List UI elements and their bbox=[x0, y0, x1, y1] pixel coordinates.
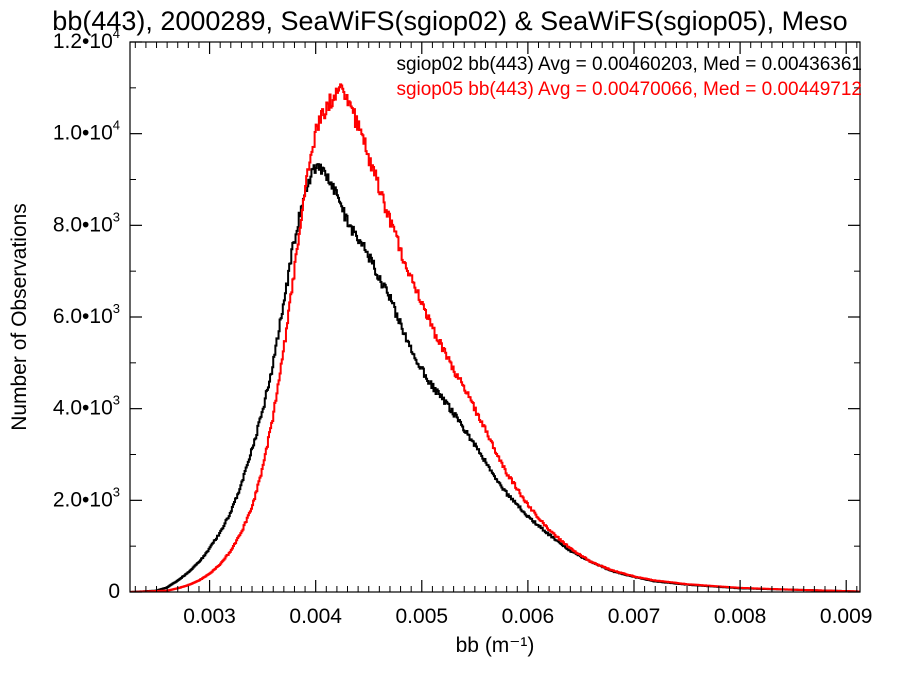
y-tick-label: 1.0•104 bbox=[53, 118, 120, 145]
x-tick-label: 0.006 bbox=[502, 605, 555, 628]
y-axis-ticks: 0 2.0•103 4.0•103 6.0•103 8.0•103 1.0•104 1.2•… bbox=[53, 26, 860, 603]
x-tick-label: 0.009 bbox=[820, 605, 873, 628]
x-tick-label: 0.003 bbox=[183, 605, 236, 628]
legend-entry-1: sgiop02 bb(443) Avg = 0.00460203, Med = … bbox=[396, 54, 862, 75]
y-tick-label: 2.0•103 bbox=[53, 484, 120, 511]
y-tick-label: 8.0•103 bbox=[53, 209, 120, 236]
y-tick-label: 0 bbox=[108, 580, 120, 603]
y-tick-label: 6.0•103 bbox=[53, 301, 120, 328]
legend-entry-2: sgiop05 bb(443) Avg = 0.00470066, Med = … bbox=[396, 79, 862, 100]
legend: sgiop02 bb(443) Avg = 0.00460203, Med = … bbox=[396, 54, 862, 100]
x-axis-ticks: 0.003 0.004 0.005 0.006 0.007 0.008 0.009 bbox=[134, 42, 873, 628]
x-tick-label: 0.004 bbox=[289, 605, 342, 628]
y-tick-label: 1.2•104 bbox=[53, 26, 120, 53]
x-tick-label: 0.008 bbox=[714, 605, 767, 628]
x-tick-label: 0.005 bbox=[396, 605, 449, 628]
x-axis-title: bb (m⁻¹) bbox=[456, 634, 535, 657]
series-line-2 bbox=[130, 83, 860, 592]
chart-title: bb(443), 2000289, SeaWiFS(sgiop02) & Sea… bbox=[52, 6, 847, 36]
y-tick-label: 4.0•103 bbox=[53, 393, 120, 420]
y-axis-title: Number of Observations bbox=[8, 203, 31, 431]
x-tick-label: 0.007 bbox=[608, 605, 661, 628]
plot-series bbox=[130, 83, 860, 592]
